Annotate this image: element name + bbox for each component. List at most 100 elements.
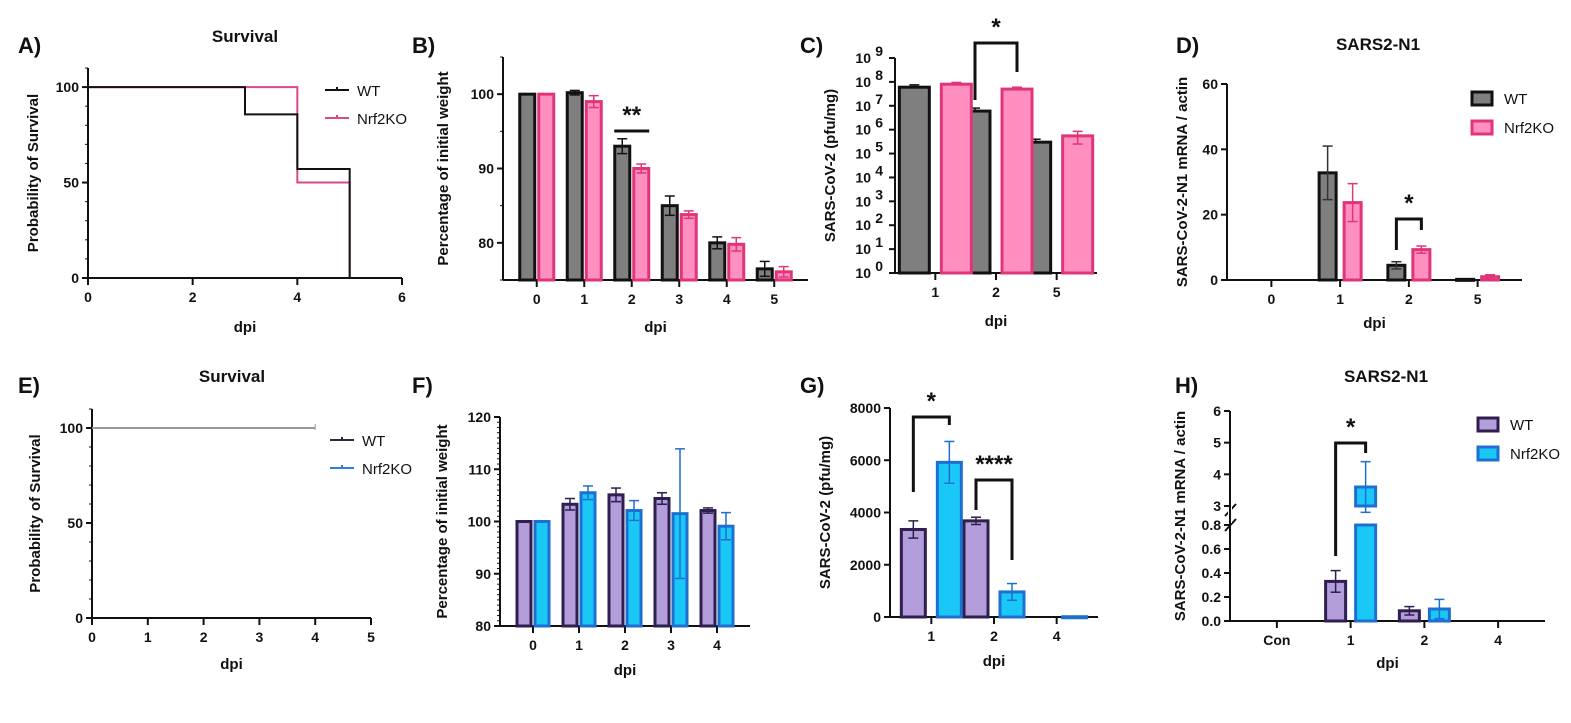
x-axis-label: dpi xyxy=(614,662,637,679)
y-tick-exponent: 1 xyxy=(875,234,883,250)
y-tick-exponent: 3 xyxy=(875,186,883,202)
y-tick-label: 5 xyxy=(1213,435,1221,451)
panel-label: D) xyxy=(1176,33,1199,58)
x-tick-label: 2 xyxy=(189,289,197,305)
bar-wt xyxy=(699,509,717,628)
y-tick-label: 10 xyxy=(855,74,871,90)
bar-wt xyxy=(660,204,679,282)
bar-nrf2ko xyxy=(935,460,963,619)
x-tick-label: 1 xyxy=(580,291,588,307)
x-tick-label: 5 xyxy=(770,291,778,307)
x-tick-label: 5 xyxy=(1474,291,1482,307)
y-axis-label: SARS-CoV-2 (pfu/mg) xyxy=(822,89,839,242)
x-axis-label: dpi xyxy=(234,319,257,336)
y-tick-label: 3 xyxy=(1213,498,1221,514)
y-axis-label: Probability of Survival xyxy=(27,434,44,592)
bar-wt xyxy=(607,493,625,628)
y-tick-label: 6 xyxy=(1213,403,1221,419)
y-axis-label: Probability of Survival xyxy=(25,94,42,252)
significance-bracket xyxy=(911,415,951,492)
y-tick-label: 0.0 xyxy=(1202,613,1222,629)
y-tick-label: 4 xyxy=(1213,466,1221,482)
y-axis-label: SARS-CoV-2-N1 mRNA / actin xyxy=(1172,411,1189,621)
bar-wt xyxy=(515,520,533,628)
legend-label: Nrf2KO xyxy=(357,111,407,128)
y-tick-exponent: 4 xyxy=(875,162,883,178)
y-axis-label: Percentage of initial weight xyxy=(434,424,451,618)
significance-label: * xyxy=(927,388,937,415)
panel-label: H) xyxy=(1175,373,1198,398)
y-tick-label: 20 xyxy=(1202,207,1218,223)
legend-swatch-wt xyxy=(1476,416,1500,433)
significance-bracket xyxy=(1394,217,1423,250)
legend-swatch-nrf2ko xyxy=(1476,445,1500,462)
significance-bracket xyxy=(973,41,1019,100)
panel-3: D) SARS2-N1 SARS-CoV-2-N1 mRNA / actin dpi 0… xyxy=(1174,33,1554,332)
significance-label: * xyxy=(1404,190,1414,217)
panel-0: A) Survival Probability of Survival dpi 0 50 1… xyxy=(18,27,407,336)
y-tick-label: 50 xyxy=(63,175,79,191)
y-tick-label: 10 xyxy=(855,169,871,185)
y-tick-label: 100 xyxy=(468,514,492,530)
bar-nrf2ko xyxy=(533,520,551,628)
y-tick-label: 90 xyxy=(478,161,494,177)
y-tick-label: 10 xyxy=(855,241,871,257)
x-axis-label: dpi xyxy=(1363,315,1386,332)
panel-label: B) xyxy=(412,33,435,58)
chart-title: Survival xyxy=(199,367,265,386)
panel-label: F) xyxy=(412,373,433,398)
bar-wt xyxy=(653,497,671,628)
x-tick-label: 4 xyxy=(311,629,319,645)
x-tick-label: 4 xyxy=(1053,628,1061,644)
x-tick-label: 4 xyxy=(1494,632,1502,648)
bar-wt xyxy=(897,85,931,275)
y-tick-label: 10 xyxy=(855,193,871,209)
significance-bracket xyxy=(1334,441,1368,556)
x-tick-label: 2 xyxy=(992,284,1000,300)
y-axis-label: SARS-CoV-2-N1 mRNA / actin xyxy=(1174,77,1191,287)
legend-label: Nrf2KO xyxy=(1510,446,1560,463)
bar-nrf2ko xyxy=(1354,523,1378,623)
x-tick-label: 4 xyxy=(713,637,721,653)
bar-wt xyxy=(518,92,537,282)
x-tick-label: 2 xyxy=(990,628,998,644)
x-tick-label: 1 xyxy=(144,629,152,645)
y-tick-label: 0.8 xyxy=(1202,517,1222,533)
y-tick-label: 10 xyxy=(855,146,871,162)
bar-nrf2ko xyxy=(632,167,651,282)
y-tick-exponent: 5 xyxy=(875,139,883,155)
x-axis-label: dpi xyxy=(985,313,1008,330)
significance-label: ** xyxy=(622,102,641,129)
x-tick-label: 1 xyxy=(575,637,583,653)
y-tick-exponent: 9 xyxy=(875,43,883,59)
x-tick-label: 3 xyxy=(675,291,683,307)
bar-nrf2ko xyxy=(584,100,603,282)
x-tick-label: 1 xyxy=(927,628,935,644)
legend-label: WT xyxy=(357,83,380,100)
y-tick-label: 6000 xyxy=(850,452,881,468)
y-tick-label: 80 xyxy=(475,618,491,634)
y-tick-label: 0 xyxy=(873,609,881,625)
x-axis-label: dpi xyxy=(1376,655,1399,672)
legend-label: Nrf2KO xyxy=(1504,120,1554,137)
x-tick-label: 0 xyxy=(88,629,96,645)
chart-title: Survival xyxy=(212,27,278,46)
y-tick-label: 100 xyxy=(471,86,495,102)
x-tick-label: 1 xyxy=(1347,632,1355,648)
bar-wt xyxy=(613,144,632,282)
x-tick-label: Con xyxy=(1263,632,1290,648)
bar-wt xyxy=(899,527,927,619)
significance-label: * xyxy=(991,14,1001,41)
legend-swatch-wt xyxy=(1470,90,1494,107)
x-tick-label: 4 xyxy=(723,291,731,307)
y-tick-label: 0.2 xyxy=(1202,589,1222,605)
survival-curve-nrf2ko xyxy=(88,86,351,278)
x-axis-label: dpi xyxy=(644,319,667,336)
x-tick-label: 2 xyxy=(621,637,629,653)
survival-curve-wt xyxy=(88,86,351,278)
y-axis-label: Percentage of initial weight xyxy=(435,71,452,265)
x-tick-label: 3 xyxy=(667,637,675,653)
panel-6: G) SARS-CoV-2 (pfu/mg) dpi 0 2000 4000 6000 800… xyxy=(800,373,1098,670)
